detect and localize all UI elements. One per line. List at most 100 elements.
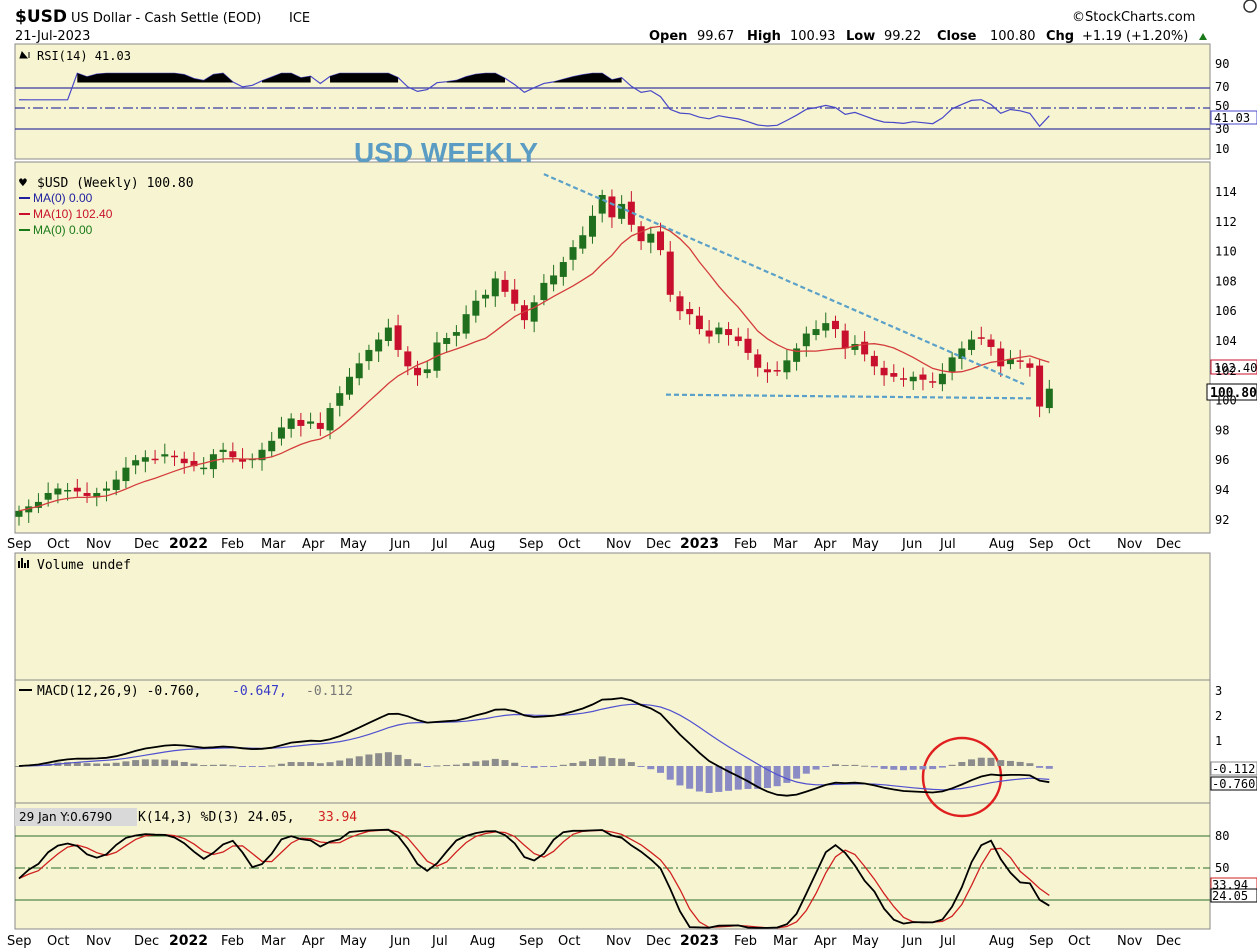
time-axis-label: Dec xyxy=(134,934,159,948)
candle-up xyxy=(355,363,363,379)
rsi-overbought-fill xyxy=(446,73,505,83)
volume-panel xyxy=(14,552,1211,681)
candle-up xyxy=(812,329,820,336)
macd-histogram-bar xyxy=(569,762,577,766)
rsi-tick: 50 xyxy=(1215,99,1229,113)
time-axis-label: Jul xyxy=(431,537,448,552)
rsi-overlay: RSI(14) 41.03 90 70 50 30 10 41.03 xyxy=(15,49,1257,156)
candle-up xyxy=(822,323,830,331)
time-axis-label: Feb xyxy=(734,934,757,948)
candle-down xyxy=(977,337,985,339)
time-axis-label: Mar xyxy=(261,537,286,552)
macd-histogram-bar xyxy=(345,758,353,766)
stockcharts-brand: ©StockCharts.com xyxy=(1072,10,1195,25)
macd-histogram-bar xyxy=(171,760,179,766)
candle-up xyxy=(793,348,801,362)
price-legend-icon: ♥ xyxy=(19,176,27,191)
candle-up xyxy=(326,408,334,431)
macd-line xyxy=(18,697,1050,797)
macd-legend: MACD(12,26,9) -0.760, xyxy=(37,684,201,699)
instrument-name: US Dollar - Cash Settle (EOD) xyxy=(71,11,261,26)
macd-histogram-bar xyxy=(132,760,140,766)
time-axis-label: Mar xyxy=(773,537,798,552)
price-tick: 110 xyxy=(1215,245,1237,259)
info-icon[interactable] xyxy=(1243,0,1257,13)
candle-down xyxy=(239,458,247,462)
stoch-tick: 80 xyxy=(1215,829,1229,843)
candle-up xyxy=(783,360,791,373)
macd-histogram-bar xyxy=(414,763,422,766)
macd-histogram-bar xyxy=(404,759,412,766)
rsi-overbought-fill xyxy=(553,73,622,83)
close-label: Close xyxy=(937,29,977,44)
macd-histogram-bar xyxy=(948,764,956,766)
candle-up xyxy=(307,421,315,424)
candle-up xyxy=(462,314,470,334)
candle-up xyxy=(277,427,285,439)
macd-histogram-bar xyxy=(870,766,878,768)
macd-histogram-bar xyxy=(734,766,742,790)
macd-histogram-bar xyxy=(122,761,130,766)
time-axis-upper: Sep Oct Nov Dec 2022 Feb Mar Apr May Jun Jul Aug Sep… xyxy=(7,536,1181,552)
candle-up xyxy=(336,393,344,406)
candle-up xyxy=(443,338,451,344)
candle-up xyxy=(161,454,169,457)
time-axis-label: Dec xyxy=(1156,537,1181,552)
time-axis-label: Oct xyxy=(47,934,69,948)
rsi-legend: RSI(14) 41.03 xyxy=(37,49,131,63)
time-axis-label: Oct xyxy=(1068,537,1090,552)
candle-down xyxy=(754,354,762,368)
time-axis-label: Aug xyxy=(470,934,495,948)
macd-hist-tag-text: -0.112 xyxy=(1212,762,1255,776)
low-value: 99.22 xyxy=(884,29,921,44)
macd-histogram-bar xyxy=(83,763,91,766)
price-tick: 92 xyxy=(1215,513,1229,527)
rsi-plot xyxy=(18,72,1050,128)
macd-legend-hist: -0.112 xyxy=(306,684,353,699)
candle-down xyxy=(73,487,81,492)
time-axis-label: Jul xyxy=(939,934,956,948)
time-axis-label: Jul xyxy=(939,537,956,552)
candle-down xyxy=(404,351,412,367)
macd-histogram-bar xyxy=(695,766,703,792)
candle-down xyxy=(229,451,237,458)
time-axis-label: May xyxy=(340,934,367,948)
stoch-d-line xyxy=(18,829,1050,929)
price-tick: 112 xyxy=(1215,215,1237,229)
close-value-tag xyxy=(1206,383,1257,401)
time-axis-label: Sep xyxy=(1029,537,1054,552)
candle-up xyxy=(268,440,276,452)
volume-legend-icon xyxy=(18,558,29,568)
volume-legend: Volume undef xyxy=(37,558,131,573)
macd-histogram-bar xyxy=(209,764,217,766)
candle-down xyxy=(919,374,927,380)
macd-histogram-bar xyxy=(219,764,227,766)
time-axis-label: Jun xyxy=(389,934,410,948)
macd-histogram-bar xyxy=(550,766,558,767)
macd-histogram-bar xyxy=(501,760,509,766)
macd-signal-line xyxy=(18,703,1050,791)
candle-up xyxy=(54,488,62,495)
macd-histogram-bar xyxy=(1045,766,1053,769)
ma10-value-tag xyxy=(1210,359,1257,375)
time-axis-label: May xyxy=(852,934,879,948)
candle-up xyxy=(258,449,266,461)
macd-histogram-bar xyxy=(190,763,198,766)
macd-histogram-bar xyxy=(1036,766,1044,768)
macd-histogram-bar xyxy=(1016,761,1024,766)
candle-up xyxy=(209,454,217,470)
candle-up xyxy=(540,282,548,301)
candle-up xyxy=(141,457,149,462)
time-axis-label: Oct xyxy=(558,537,580,552)
time-axis-label: Mar xyxy=(261,934,286,948)
macd-histogram-bar xyxy=(657,766,665,773)
macd-histogram-bar xyxy=(890,766,898,770)
macd-histogram-bar xyxy=(841,764,849,766)
rsi-overbought-fill xyxy=(262,73,311,83)
macd-histogram-bar xyxy=(151,759,159,766)
symbol: $USD xyxy=(15,7,67,27)
macd-histogram-bar xyxy=(929,766,937,770)
candle-down xyxy=(297,419,305,426)
macd-histogram-bar xyxy=(773,766,781,787)
macd-value-tag xyxy=(1210,776,1257,791)
